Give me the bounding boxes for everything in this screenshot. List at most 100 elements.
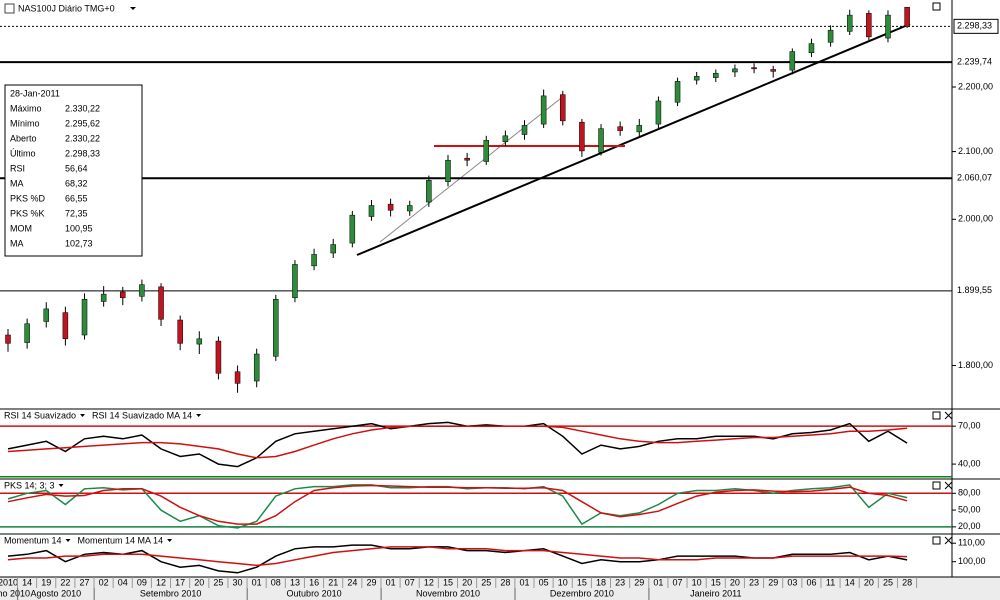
candle-body <box>540 95 547 125</box>
candle-body <box>636 125 643 133</box>
candle-body <box>866 13 872 38</box>
x-tick-label: 25 <box>481 577 491 587</box>
x-tick-label: 15 <box>711 577 721 587</box>
candle-body <box>732 68 738 73</box>
candle-body <box>81 299 88 336</box>
candle-body <box>368 205 375 217</box>
dropdown[interactable] <box>65 539 71 542</box>
candle-body <box>5 334 11 344</box>
y-tick-label: 2.100,00 <box>958 146 993 156</box>
close-button[interactable] <box>944 481 953 490</box>
info-value: 2.295,62 <box>65 118 100 128</box>
x-tick-label: 01 <box>386 577 396 587</box>
x-tick-label: 07 <box>673 577 683 587</box>
x-tick-label: 27 <box>80 577 90 587</box>
x-tick-label: 09 <box>137 577 147 587</box>
candle-body <box>579 121 585 152</box>
info-label: Último <box>10 148 36 158</box>
candle-body <box>62 312 69 340</box>
info-label: MA <box>10 238 24 248</box>
candle-body <box>158 286 164 320</box>
symbol-icon <box>4 3 15 14</box>
candle-body <box>713 72 719 78</box>
info-value: 2.330,22 <box>65 103 100 113</box>
x-tick-label: 02 <box>99 577 109 587</box>
x-tick-label: 11 <box>826 577 835 587</box>
candle-body <box>445 159 451 182</box>
x-tick-label: 06 <box>806 577 816 587</box>
x-tick-label: 04 <box>118 577 128 587</box>
x-tick-label: 20 <box>864 577 874 587</box>
window-button[interactable] <box>932 411 941 420</box>
window-button[interactable] <box>932 536 941 545</box>
candle-body <box>139 284 145 297</box>
window-button[interactable] <box>932 481 941 490</box>
dropdown[interactable] <box>196 414 202 417</box>
level-label: 2.060,07 <box>957 173 992 183</box>
candle-body <box>502 135 509 142</box>
close-button[interactable] <box>944 536 953 545</box>
x-tick-label: 12 <box>156 577 166 587</box>
info-value: 2.330,22 <box>65 133 100 143</box>
info-value: 56,64 <box>65 163 88 173</box>
info-box <box>4 84 143 257</box>
level-label: 1.899,55 <box>957 285 992 295</box>
dropdown[interactable] <box>58 484 64 487</box>
candle-body <box>215 340 222 374</box>
x-tick-label: 14 <box>22 577 32 587</box>
info-label: Máximo <box>10 103 42 113</box>
candle-body <box>560 94 566 122</box>
x-tick-label: 20 <box>194 577 204 587</box>
x-tick-label: 13 <box>290 577 300 587</box>
candle-body <box>253 353 260 382</box>
x-tick-label: 22 <box>60 577 70 587</box>
candle-body <box>770 69 776 72</box>
y-tick-label: 110,00 <box>958 538 985 548</box>
month-label: Novembro 2010 <box>416 588 480 598</box>
info-label: MOM <box>10 223 32 233</box>
window-button[interactable] <box>932 2 941 11</box>
level-label: 2.298,33 <box>957 21 992 31</box>
x-tick-label: 23 <box>615 577 625 587</box>
x-tick-label: 01 <box>653 577 663 587</box>
month-label: Setembro 2010 <box>140 588 202 598</box>
x-tick-label: 29 <box>366 577 376 587</box>
dropdown[interactable] <box>80 414 86 417</box>
x-tick-label: 18 <box>596 577 606 587</box>
month-label: Dezembro 2010 <box>550 588 614 598</box>
candle-body <box>406 205 413 212</box>
close-button[interactable] <box>944 411 953 420</box>
x-tick-label: 08 <box>271 577 281 587</box>
y-tick-label: 70,00 <box>958 421 981 431</box>
candle-body <box>273 299 279 357</box>
info-value: 100,95 <box>65 223 93 233</box>
month-label: Outubro 2010 <box>287 588 342 598</box>
info-label: Mínimo <box>10 118 40 128</box>
candle-body <box>292 264 298 299</box>
info-value: 66,55 <box>65 193 88 203</box>
candle-body <box>464 157 470 161</box>
x-tick-label: 20 <box>730 577 740 587</box>
x-tick-label: 01 <box>252 577 262 587</box>
dropdown[interactable] <box>130 7 136 10</box>
level-label: 2.239,74 <box>957 57 992 67</box>
x-tick-label: 24 <box>347 577 357 587</box>
x-tick-label: 28 <box>902 577 912 587</box>
candle-body <box>598 128 604 153</box>
x-tick-label: 29 <box>634 577 644 587</box>
month-label: Janeiro 2011 <box>690 588 741 598</box>
candle-body <box>789 51 796 71</box>
x-tick-label: 25 <box>213 577 223 587</box>
candle-body <box>751 67 757 70</box>
info-label: PKS %D <box>10 193 46 203</box>
x-tick-label: 19 <box>41 577 51 587</box>
time-axis-bg <box>0 577 1000 600</box>
dropdown[interactable] <box>167 539 173 542</box>
level-box <box>953 18 999 34</box>
info-label: Aberto <box>10 133 37 143</box>
y-tick-label: 1.800,00 <box>958 360 993 370</box>
indicator-line <box>7 546 908 567</box>
indicator-line <box>7 484 908 525</box>
